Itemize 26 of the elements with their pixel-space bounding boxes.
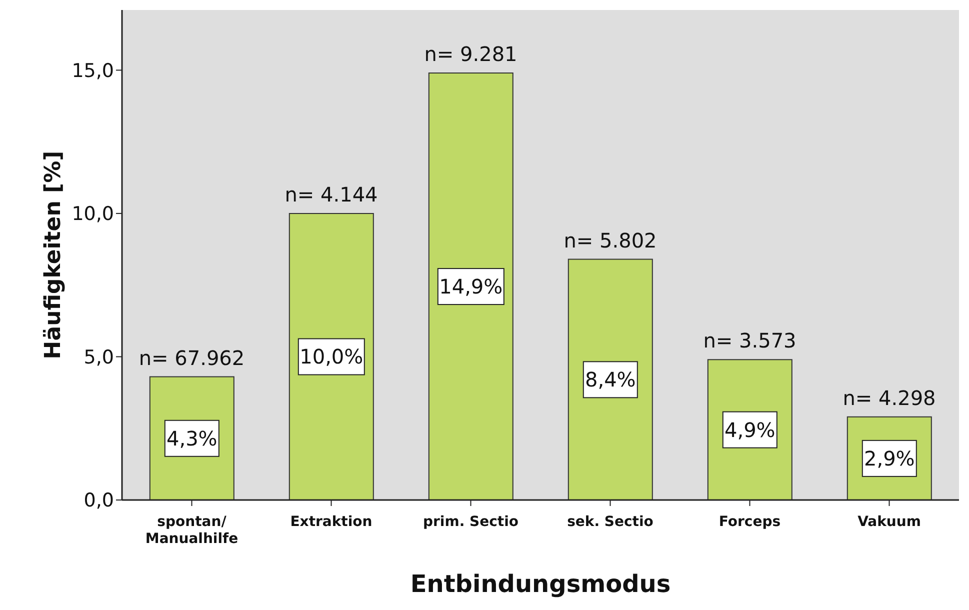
x-tick-label: Vakuum bbox=[858, 514, 921, 530]
x-tick-label: Extraktion bbox=[290, 514, 372, 530]
x-tick-label: sek. Sectio bbox=[567, 514, 654, 530]
x-tick-label: Forceps bbox=[718, 514, 781, 530]
data-label: 8,4% bbox=[584, 368, 636, 392]
y-axis-title: Häufigkeiten [%] bbox=[40, 150, 66, 360]
bar bbox=[568, 258, 653, 500]
x-axis-title: Entbindungsmodus bbox=[410, 570, 671, 598]
annotation: n= 5.802 bbox=[564, 228, 657, 252]
annotation: n= 3.573 bbox=[703, 328, 796, 353]
data-label: 10,0% bbox=[300, 344, 364, 369]
data-label: 14,9% bbox=[439, 274, 503, 299]
x-tick-label: spontan/ Manualhilfe bbox=[145, 514, 238, 547]
y-tick-label: 0,0 bbox=[84, 490, 114, 512]
y-tick-label: 5,0 bbox=[84, 346, 114, 368]
x-tick-label: prim. Sectio bbox=[423, 514, 519, 530]
data-label: 2,9% bbox=[864, 446, 915, 470]
y-tick-label: 10,0 bbox=[72, 203, 114, 226]
bar bbox=[428, 72, 514, 500]
annotation: n= 4.144 bbox=[284, 182, 378, 206]
y-tick-label: 15,0 bbox=[72, 60, 114, 82]
annotation: n= 9.281 bbox=[424, 42, 518, 66]
annotation: n= 4.298 bbox=[842, 386, 936, 410]
annotation: n= 67.962 bbox=[138, 346, 245, 370]
data-label: 4,9% bbox=[724, 418, 776, 442]
data-label: 4,3% bbox=[166, 426, 218, 450]
